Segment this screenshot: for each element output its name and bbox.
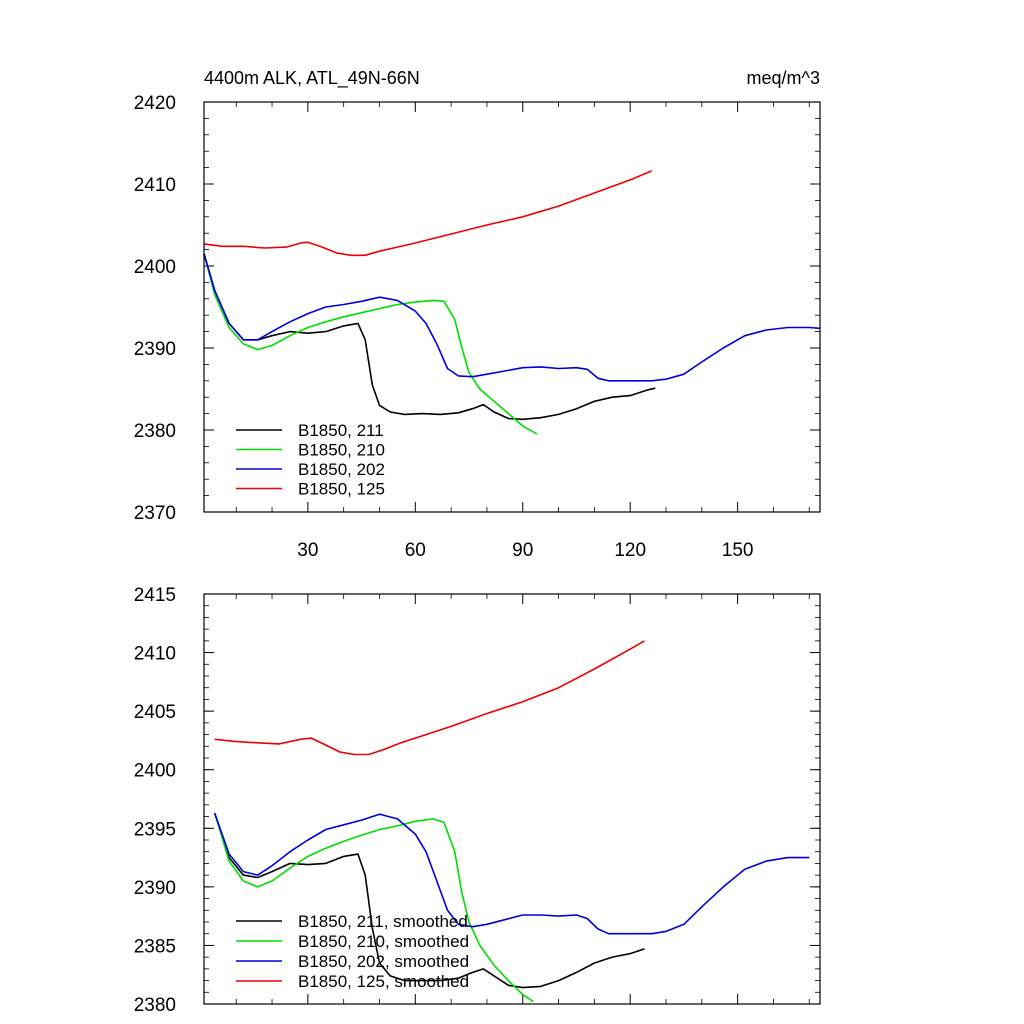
x-tick-label: 90 <box>512 540 533 561</box>
top-panel-units: meq/m^3 <box>747 68 820 88</box>
y-tick-label: 2380 <box>134 421 176 442</box>
top-panel-plot-frame <box>203 101 821 513</box>
y-tick-label: 2390 <box>134 878 176 899</box>
series-line-1 <box>203 253 656 421</box>
series-line-2 <box>203 253 538 435</box>
top-panel-title: 4400m ALK, ATL_49N-66N <box>204 68 420 89</box>
series-line-1 <box>213 812 645 989</box>
legend-label: B1850, 125, smoothed <box>298 972 469 991</box>
bottom-panel: 2380 2385 2390 2395 2400 2405 2410 2415 B1850, … <box>134 585 821 1016</box>
x-tick-label: 30 <box>297 540 318 561</box>
legend-label: B1850, 210, smoothed <box>298 932 469 951</box>
series-line-2 <box>213 812 534 1003</box>
y-tick-label: 2400 <box>134 761 176 782</box>
y-tick-label: 2405 <box>134 702 176 723</box>
top-panel-series <box>203 170 821 435</box>
x-tick-label: 60 <box>405 540 426 561</box>
y-tick-label: 2420 <box>134 93 176 114</box>
y-tick-label: 2410 <box>134 644 176 665</box>
y-tick-label: 2380 <box>134 995 176 1016</box>
legend-label: B1850, 202, smoothed <box>298 952 469 971</box>
x-tick-label: 150 <box>722 540 754 561</box>
series-line-3 <box>213 812 810 935</box>
y-tick-label: 2395 <box>134 819 176 840</box>
top-panel: 4400m ALK, ATL_49N-66N meq/m^3 237023802… <box>134 68 821 561</box>
legend-label: B1850, 125 <box>298 480 385 499</box>
series-line-3 <box>203 253 821 382</box>
y-tick-label: 2385 <box>134 936 176 957</box>
legend-label: B1850, 202 <box>298 460 385 479</box>
bottom-panel-series <box>213 640 810 1003</box>
bottom-panel-plot-frame <box>203 593 821 1005</box>
legend-label: B1850, 210 <box>298 441 385 460</box>
series-line-4 <box>203 170 653 257</box>
top-panel-ticks: 2370 2380 2390 2400 2410 2420 30 60 90 120 150 <box>134 93 820 561</box>
series-line-4 <box>214 640 645 756</box>
y-tick-label: 2370 <box>134 503 176 524</box>
bottom-panel-ticks: 2380 2385 2390 2395 2400 2405 2410 2415 <box>134 585 820 1016</box>
x-tick-label: 120 <box>614 540 646 561</box>
y-tick-label: 2415 <box>134 585 176 606</box>
y-tick-label: 2410 <box>134 175 176 196</box>
y-tick-label: 2400 <box>134 257 176 278</box>
legend-label: B1850, 211 <box>298 421 384 440</box>
legend-label: B1850, 211, smoothed <box>298 912 468 931</box>
y-tick-label: 2390 <box>134 339 176 360</box>
